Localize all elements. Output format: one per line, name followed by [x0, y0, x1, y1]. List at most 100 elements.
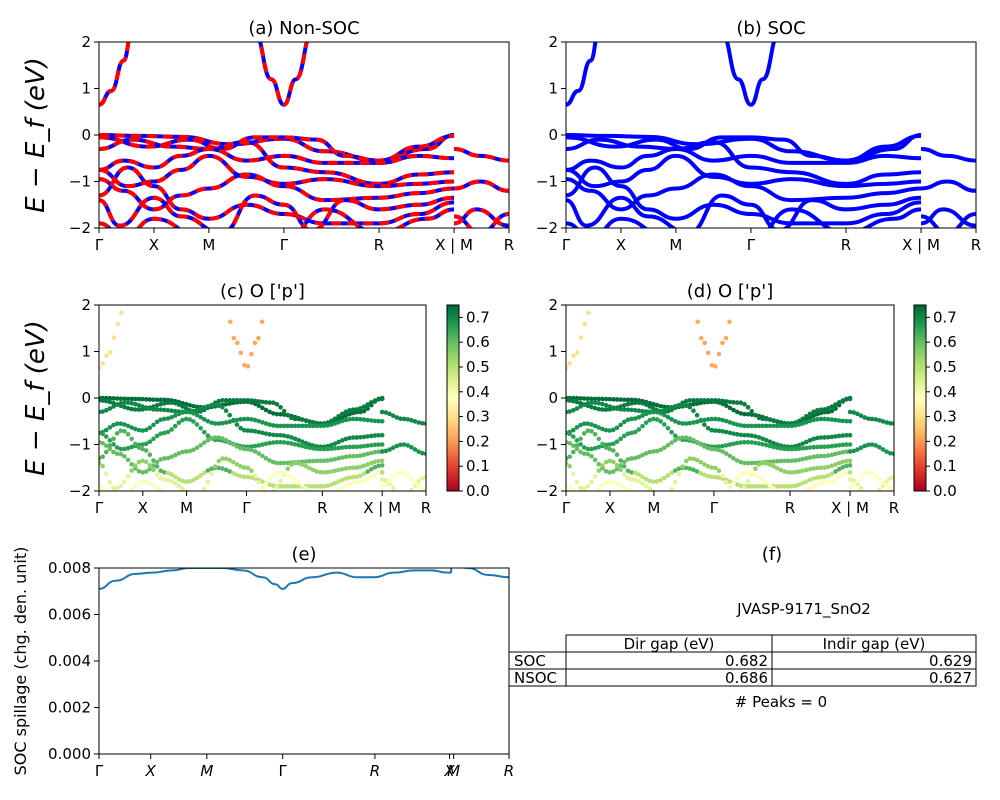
- projection-point: [570, 488, 576, 491]
- projection-point: [840, 433, 846, 438]
- projection-point: [804, 414, 809, 419]
- projection-point: [589, 396, 594, 402]
- band-line: [566, 165, 922, 226]
- projection-point: [368, 474, 374, 480]
- projection-point: [884, 483, 889, 489]
- projection-point: [303, 486, 309, 491]
- projection-point: [866, 416, 871, 421]
- projection-point: [840, 398, 846, 403]
- projection-point: [731, 421, 736, 426]
- projection-point: [140, 446, 145, 452]
- projection-point: [347, 435, 352, 441]
- projection-point: [789, 446, 795, 452]
- projection-point: [669, 470, 674, 476]
- projection-point: [785, 469, 791, 475]
- projection-point: [738, 400, 744, 406]
- projection-point: [683, 421, 689, 426]
- projection-point: [122, 400, 127, 405]
- projection-point: [782, 446, 787, 452]
- projection-point: [862, 415, 867, 420]
- projection-point: [749, 423, 755, 429]
- projection-point: [669, 440, 674, 445]
- projection-point: [376, 449, 381, 454]
- projection-point: [228, 319, 233, 325]
- projection-point: [241, 474, 247, 480]
- projection-point: [611, 448, 616, 453]
- projection-point: [154, 407, 160, 412]
- projection-point: [300, 417, 305, 422]
- projection-point: [742, 460, 747, 466]
- band-line: [566, 172, 922, 212]
- projection-point: [336, 439, 341, 445]
- projection-point: [281, 440, 287, 445]
- bands: [99, 42, 509, 228]
- projection-point: [574, 350, 580, 355]
- projection-point: [390, 413, 396, 418]
- projection-point: [658, 419, 663, 424]
- projection-point: [336, 419, 341, 425]
- projection-point: [183, 401, 189, 407]
- colorbar-tick-label: 0.2: [933, 432, 957, 450]
- projection-point: [742, 470, 747, 475]
- projection-point: [629, 477, 634, 482]
- projection-point: [122, 446, 127, 452]
- projection-point: [578, 422, 583, 428]
- projection-point: [347, 454, 352, 459]
- projection-point: [807, 445, 813, 450]
- projection-point: [231, 418, 236, 424]
- projection-point: [793, 423, 798, 428]
- column-header: Indir gap (eV): [823, 635, 926, 653]
- projection-point: [665, 442, 671, 448]
- projection-point: [336, 445, 341, 451]
- projection-point: [698, 442, 704, 447]
- projection-point: [836, 442, 842, 448]
- projection-point: [734, 476, 740, 481]
- projection-point: [833, 434, 838, 439]
- projection-point: [187, 409, 193, 415]
- projection-point: [420, 475, 425, 481]
- projection-point: [796, 482, 802, 487]
- projection-point: [329, 457, 334, 463]
- projection-point: [825, 473, 831, 478]
- projection-point: [263, 421, 269, 426]
- panel-c-o-p-projection: (c) O ['p'] −2 −1 0 1 2 Γ X M Γ R X | M R E − E_f (eV…: [21, 281, 490, 517]
- projection-point: [379, 470, 385, 475]
- projection-point: [176, 451, 182, 456]
- projection-point: [694, 398, 700, 403]
- x-tick-label: X: [138, 499, 148, 517]
- projection-point: [720, 443, 725, 449]
- projection-point: [807, 466, 813, 472]
- projection-point: [260, 430, 265, 436]
- projection-point: [687, 404, 693, 410]
- projection-point: [844, 418, 849, 424]
- projection-point: [840, 442, 846, 448]
- projection-point: [125, 457, 131, 463]
- projection-point: [143, 459, 149, 465]
- band-line-nsoc: [453, 179, 509, 193]
- projection-point: [585, 421, 591, 427]
- projection-point: [285, 423, 291, 429]
- projection-point: [640, 474, 645, 480]
- projection-point: [695, 319, 701, 325]
- projection-point: [632, 477, 638, 483]
- projection-point: [643, 402, 649, 407]
- projection-point: [249, 444, 254, 449]
- projection-point: [713, 465, 718, 471]
- projection-point: [745, 460, 751, 466]
- x-tick-label: Γ: [95, 499, 104, 517]
- projection-point: [205, 437, 211, 443]
- projection-point: [607, 428, 612, 433]
- dir-gap-value: 0.686: [725, 669, 768, 687]
- band-line-nsoc: [99, 165, 455, 226]
- projection-point: [125, 474, 131, 479]
- projection-point: [249, 351, 254, 357]
- projection-point: [713, 428, 718, 433]
- y-tick-label: −2: [69, 219, 91, 237]
- projection-point: [278, 432, 283, 438]
- projection-point: [771, 463, 776, 469]
- projection-point: [111, 449, 116, 455]
- projection-point: [600, 396, 605, 402]
- projection-point: [836, 418, 842, 423]
- projection-point: [220, 398, 225, 403]
- projection-point: [793, 469, 798, 475]
